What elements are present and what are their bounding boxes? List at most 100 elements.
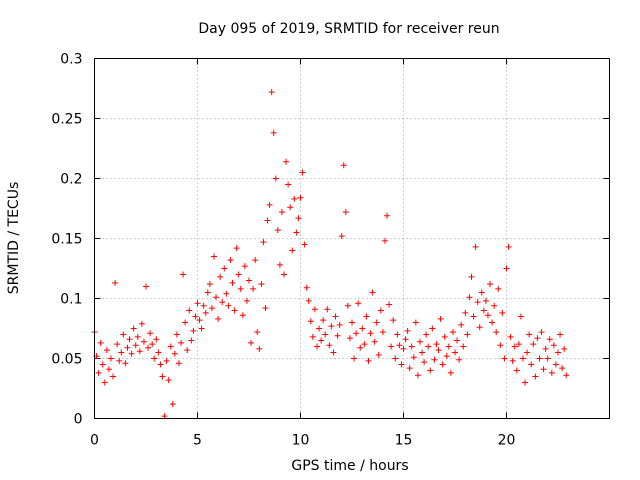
data-point [511,343,518,350]
data-point [452,349,458,356]
data-point [550,342,557,349]
data-point [466,294,473,301]
data-point [379,329,386,336]
data-point [349,319,355,326]
data-point [283,158,290,165]
y-tick-label: 0 [74,412,83,428]
data-point [381,237,388,244]
data-point [313,343,320,350]
data-point [544,355,551,362]
data-point [373,319,380,326]
data-point [435,347,442,354]
data-point [526,331,533,338]
plot-frame [94,58,610,419]
data-point [299,169,306,176]
data-point [196,317,203,324]
data-point [250,285,257,292]
data-point [122,360,129,367]
data-point [478,289,485,296]
data-point [289,247,296,254]
data-point [557,331,564,338]
data-point [548,369,555,376]
data-point [120,331,127,338]
x-tick-label: 15 [395,433,413,449]
y-tick-labels: 0 0.05 0.1 0.15 0.2 0.25 0.3 [51,52,82,428]
data-point [112,279,119,286]
data-point [384,212,391,219]
data-point [377,307,384,314]
data-point [353,330,360,337]
data-point [138,320,145,327]
data-point [235,271,242,278]
data-point [559,365,566,372]
data-point [503,265,510,272]
x-tick-label: 10 [292,433,310,449]
data-point [480,307,487,314]
data-point [175,360,182,367]
data-point [552,361,559,368]
data-point [561,345,568,352]
data-point [371,338,378,345]
data-point [414,372,421,379]
data-point [522,379,529,386]
data-point [97,339,104,346]
data-point [246,277,252,284]
data-point [231,307,238,314]
data-point [530,341,537,348]
data-point [326,342,333,349]
data-point [143,283,149,290]
data-point [546,336,553,343]
data-point [303,284,310,291]
data-point [159,373,166,380]
data-point [408,343,415,350]
data-point [178,339,185,346]
data-point [340,162,347,169]
data-point [468,273,475,280]
data-point [221,265,228,272]
data-point [225,302,232,309]
data-point [256,345,263,352]
data-point [425,343,432,350]
data-point [213,294,220,301]
data-point [254,329,261,336]
data-point [519,355,526,362]
data-point [517,313,524,320]
data-point [392,355,399,362]
data-point [375,351,382,358]
data-point [217,273,224,280]
data-point [416,338,423,345]
y-tick-label: 0.25 [51,112,82,128]
data-point [369,289,376,296]
data-point [136,348,143,355]
data-point [346,335,353,342]
data-point [301,241,308,248]
data-point [200,302,207,309]
data-point [421,359,428,366]
x-tick-label: 0 [90,433,99,449]
data-point [293,229,300,236]
data-point [497,342,504,349]
data-point [243,297,250,304]
data-point [180,271,187,278]
data-point [239,312,246,319]
data-point [140,338,147,345]
y-tick-label: 0.05 [51,352,82,368]
data-point [344,302,351,309]
data-point [320,317,327,324]
data-point [400,345,407,352]
data-point [318,337,325,344]
data-point [157,361,164,368]
data-point [206,281,213,288]
data-point [499,309,506,316]
data-point [190,327,197,334]
data-point [99,361,106,368]
data-point [305,297,312,304]
y-tick-label: 0.2 [60,172,82,188]
data-point [233,245,240,252]
data-point [274,227,281,234]
data-point [386,301,393,308]
data-point [433,341,440,348]
data-point [101,379,108,386]
data-point [361,341,368,348]
